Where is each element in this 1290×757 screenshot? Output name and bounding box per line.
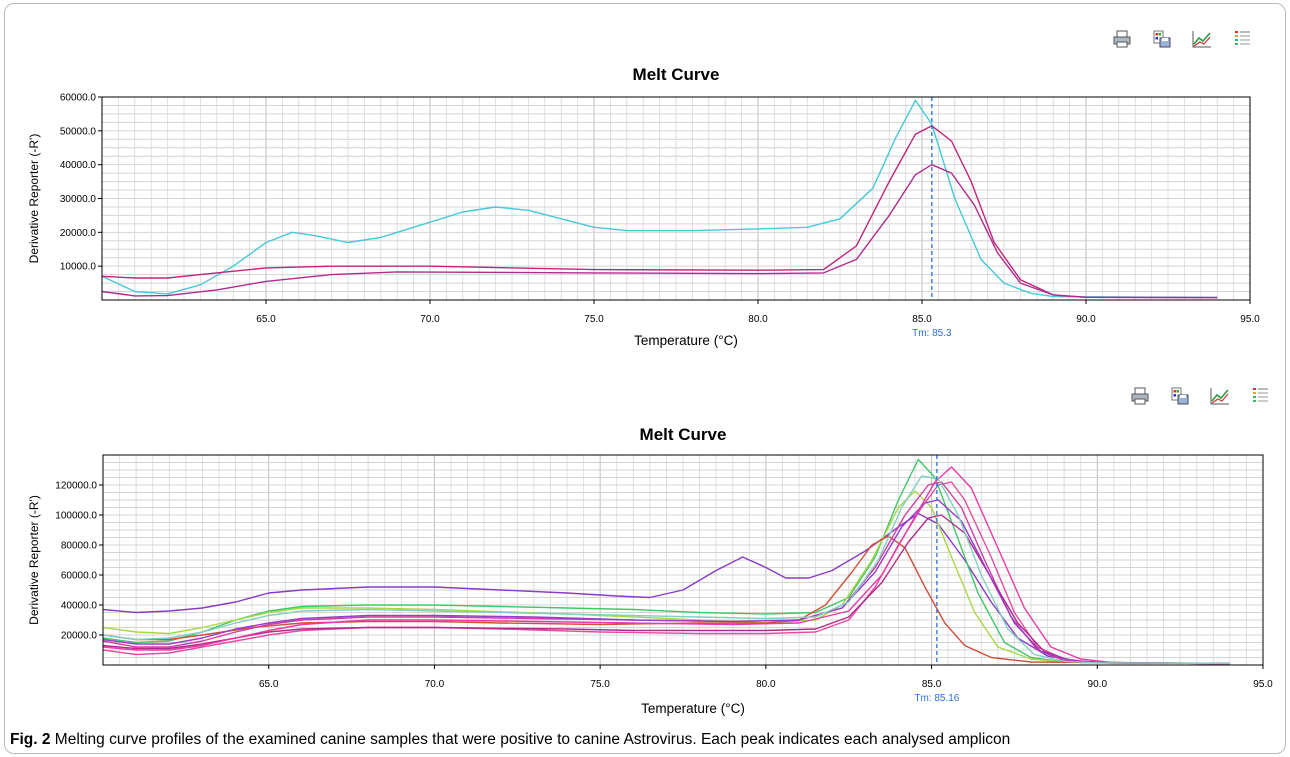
x-tick-label: 85.0 xyxy=(912,314,932,325)
x-tick-label: 75.0 xyxy=(590,679,610,690)
x-tick-label: 95.0 xyxy=(1253,679,1273,690)
figure-caption: Fig. 2 Melting curve profiles of the exa… xyxy=(10,731,1010,749)
x-tick-label: 85.0 xyxy=(922,679,942,690)
melt-curve-chart-1: Melt Curve Tm: 85.3 65.0 70.0 75.0 80.0 85.0 90… xyxy=(27,65,1260,348)
x-tick-label: 65.0 xyxy=(259,679,279,690)
y-tick-label: 120000.0 xyxy=(55,481,97,492)
x-tick-label: 90.0 xyxy=(1076,314,1096,325)
chart-toolbar-1 xyxy=(1110,27,1254,51)
series-line-1 xyxy=(102,512,1230,665)
series-line-8 xyxy=(102,499,1230,665)
melt-curve-panel-1: Melt Curve Tm: 85.3 65.0 70.0 75.0 80.0 85.0 90… xyxy=(0,0,1290,360)
x-tick-label: 95.0 xyxy=(1240,314,1260,325)
series-line-3 xyxy=(102,490,1230,665)
y-tick-label: 20000.0 xyxy=(60,228,97,239)
print-icon[interactable] xyxy=(1110,27,1134,51)
series-line-5 xyxy=(102,481,1230,665)
y-tick-label: 40000.0 xyxy=(61,601,98,612)
chart-options-icon[interactable] xyxy=(1208,384,1232,408)
series-line-9 xyxy=(102,466,1230,665)
y-axis-label: Derivative Reporter (-R') xyxy=(27,134,41,264)
x-axis-label: Temperature (°C) xyxy=(641,701,745,716)
y-axis-label: Derivative Reporter (-R') xyxy=(27,495,41,625)
caption-text: Melting curve profiles of the examined c… xyxy=(54,731,1011,748)
y-tick-label: 100000.0 xyxy=(55,511,97,522)
y-tick-label: 60000.0 xyxy=(61,571,98,582)
print-icon[interactable] xyxy=(1128,384,1152,408)
series-line-1 xyxy=(101,99,1218,299)
x-tick-label: 75.0 xyxy=(584,314,604,325)
y-tick-label: 50000.0 xyxy=(60,126,97,137)
x-tick-label: 90.0 xyxy=(1088,679,1108,690)
series-line-3 xyxy=(101,164,1218,299)
caption-label: Fig. 2 xyxy=(10,731,51,748)
x-tick-label: 70.0 xyxy=(425,679,445,690)
save-data-icon[interactable] xyxy=(1150,27,1174,51)
y-tick-label: 60000.0 xyxy=(60,93,97,104)
y-tick-label: 40000.0 xyxy=(60,160,97,171)
series-line-2 xyxy=(101,125,1218,299)
x-tick-label: 80.0 xyxy=(748,314,768,325)
figure-frame xyxy=(4,3,1286,754)
legend-icon[interactable] xyxy=(1248,384,1272,408)
y-tick-label: 80000.0 xyxy=(61,541,98,552)
melt-curve-chart-2: Melt Curve Tm: 85.16 65.0 70.0 75.0 80.0 85.0 9… xyxy=(27,425,1273,716)
legend-icon[interactable] xyxy=(1230,27,1254,51)
plot-frame xyxy=(102,454,1264,666)
chart-toolbar-2 xyxy=(1128,384,1272,408)
y-tick-label: 30000.0 xyxy=(60,194,97,205)
y-tick-label: 10000.0 xyxy=(60,262,97,273)
x-tick-label: 70.0 xyxy=(420,314,440,325)
tm-marker-label: Tm: 85.16 xyxy=(914,693,959,704)
series-line-10 xyxy=(102,475,1230,665)
melt-curve-panel-2: Melt Curve Tm: 85.16 65.0 70.0 75.0 80.0 85.0 9… xyxy=(0,358,1290,728)
save-data-icon[interactable] xyxy=(1168,384,1192,408)
x-tick-label: 80.0 xyxy=(756,679,776,690)
series-line-4 xyxy=(102,535,1230,665)
chart-options-icon[interactable] xyxy=(1190,27,1214,51)
chart-title: Melt Curve xyxy=(633,65,720,84)
x-axis-label: Temperature (°C) xyxy=(634,333,738,348)
tm-marker-label: Tm: 85.3 xyxy=(912,328,952,339)
chart-title: Melt Curve xyxy=(640,425,727,444)
y-tick-label: 20000.0 xyxy=(61,631,98,642)
x-tick-label: 65.0 xyxy=(256,314,276,325)
